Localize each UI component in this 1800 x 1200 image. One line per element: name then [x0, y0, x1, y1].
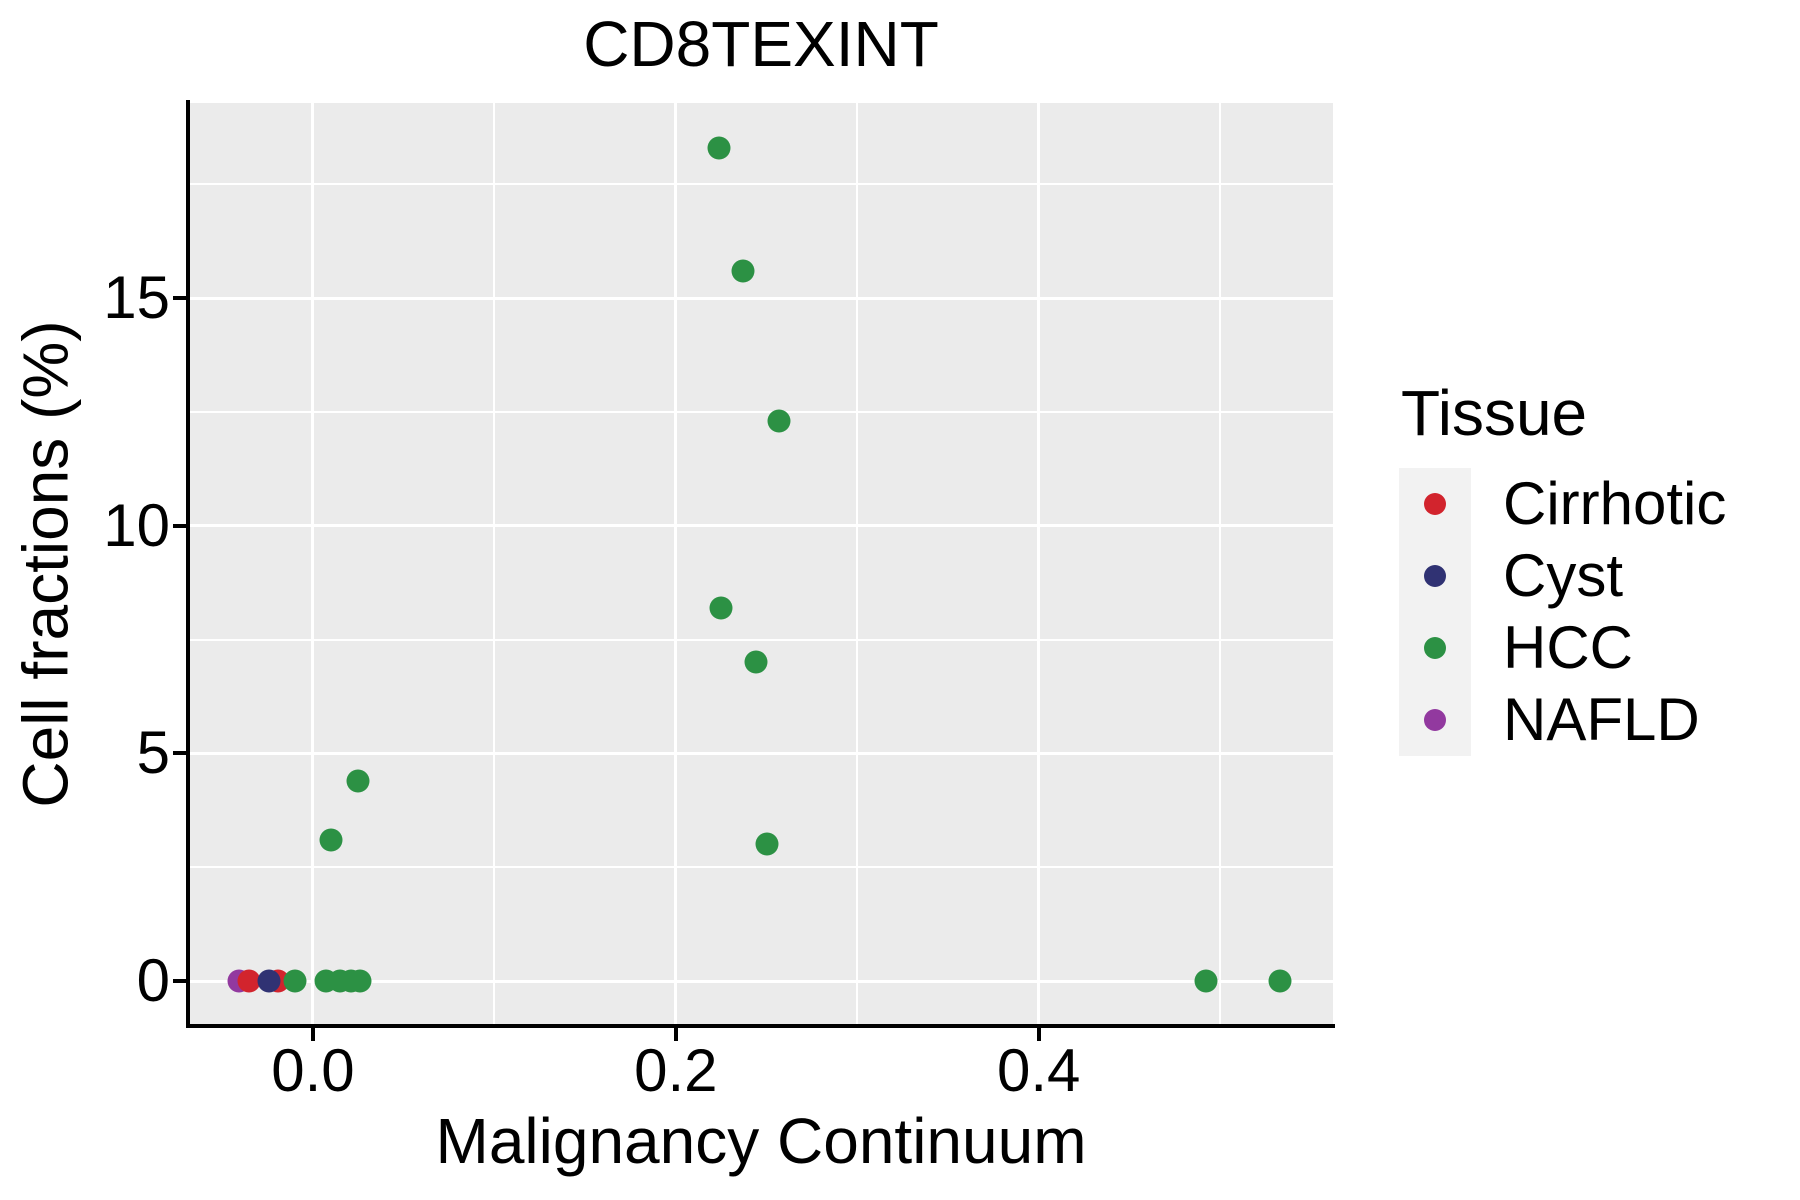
y-minor-gridline: [189, 638, 1333, 641]
legend-key: [1399, 540, 1471, 612]
legend-key: [1399, 684, 1471, 756]
legend-item-hcc: HCC: [1399, 612, 1789, 684]
y-tick-mark: [173, 979, 186, 984]
legend-swatch-icon: [1424, 565, 1446, 587]
legend-item-cyst: Cyst: [1399, 540, 1789, 612]
legend-item-cirrhotic: Cirrhotic: [1399, 468, 1789, 540]
y-axis-title-text: Cell fractions (%): [10, 319, 82, 808]
data-point-hcc: [731, 259, 755, 283]
y-major-gridline: [189, 296, 1333, 300]
x-axis-title: Malignancy Continuum: [435, 1105, 1087, 1177]
data-point-hcc: [346, 769, 370, 793]
y-minor-gridline: [189, 866, 1333, 869]
x-tick-mark: [673, 1028, 678, 1041]
legend-swatch-icon: [1424, 637, 1446, 659]
legend-label: Cirrhotic: [1503, 470, 1727, 537]
legend-label: Cyst: [1503, 542, 1623, 609]
legend-label: NAFLD: [1503, 686, 1700, 753]
y-tick-label: 5: [136, 719, 170, 787]
legend-swatch-icon: [1424, 493, 1446, 515]
data-point-hcc: [1268, 969, 1292, 993]
y-minor-gridline: [189, 183, 1333, 186]
x-tick-label: 0.2: [634, 1037, 718, 1104]
plot-panel: [189, 103, 1333, 1024]
y-major-gridline: [189, 751, 1333, 755]
data-point-hcc: [707, 136, 731, 160]
y-tick-label: 0: [136, 947, 170, 1015]
x-axis-line: [186, 1024, 1335, 1028]
x-major-gridline: [311, 103, 315, 1024]
x-minor-gridline: [856, 103, 859, 1024]
data-point-hcc: [319, 828, 343, 852]
y-tick-mark: [173, 751, 186, 756]
plot-title: CD8TEXINT: [583, 8, 939, 80]
y-major-gridline: [189, 979, 1333, 983]
y-tick-label: 15: [103, 264, 170, 332]
x-major-gridline: [674, 103, 678, 1024]
data-point-cirrhotic: [237, 969, 261, 993]
data-point-hcc: [755, 832, 779, 856]
y-tick-mark: [173, 296, 186, 301]
data-point-hcc: [767, 409, 791, 433]
legend-label: HCC: [1503, 614, 1633, 681]
data-point-hcc: [283, 969, 307, 993]
y-axis-title: Cell fractions (%): [0, 103, 92, 1024]
x-major-gridline: [1037, 103, 1041, 1024]
y-tick-mark: [173, 523, 186, 528]
data-point-hcc: [709, 596, 733, 620]
data-point-hcc: [744, 650, 768, 674]
x-minor-gridline: [493, 103, 496, 1024]
legend-item-nafld: NAFLD: [1399, 684, 1789, 756]
legend-key: [1399, 612, 1471, 684]
data-point-hcc: [348, 969, 372, 993]
y-major-gridline: [189, 524, 1333, 528]
data-point-cyst: [257, 969, 281, 993]
y-axis-line: [186, 100, 190, 1028]
x-tick-mark: [310, 1028, 315, 1041]
x-tick-label: 0.4: [996, 1037, 1081, 1104]
x-tick-mark: [1036, 1028, 1041, 1041]
y-minor-gridline: [189, 410, 1333, 413]
data-point-hcc: [1194, 969, 1218, 993]
y-tick-label: 10: [103, 491, 170, 559]
legend-swatch-icon: [1424, 709, 1446, 731]
legend-key: [1399, 468, 1471, 540]
x-tick-label: 0.0: [271, 1037, 355, 1104]
x-minor-gridline: [1219, 103, 1222, 1024]
legend: Tissue Cirrhotic Cyst HCC NAFLD: [1399, 378, 1789, 756]
legend-title: Tissue: [1401, 377, 1588, 449]
